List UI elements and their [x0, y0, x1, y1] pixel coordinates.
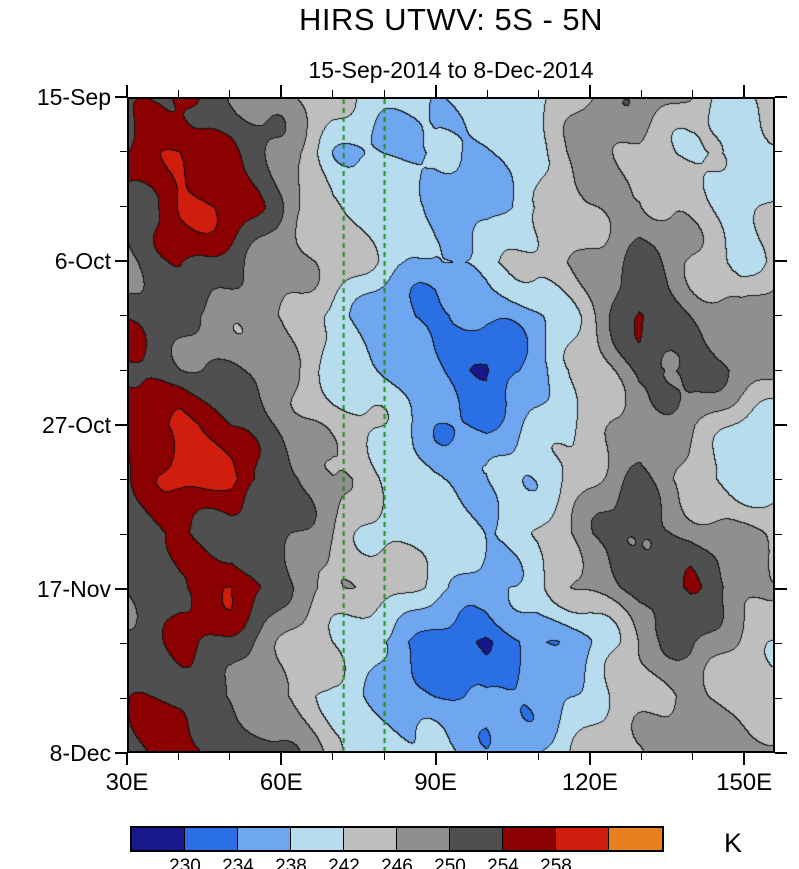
x-axis-tick-label: 60E — [259, 769, 303, 796]
colorbar-tick-label: 246 — [381, 856, 413, 869]
x-tick — [126, 753, 128, 765]
x-tick — [537, 753, 539, 760]
colorbar-tick-label: 238 — [275, 856, 307, 869]
y-tick — [775, 752, 787, 754]
colorbar-tick-label: 234 — [222, 856, 254, 869]
x-tick — [126, 85, 128, 97]
x-tick — [640, 753, 642, 760]
heatmap-canvas — [129, 99, 773, 751]
colorbar-segment — [609, 828, 662, 850]
x-tick — [229, 753, 231, 760]
y-axis-tick-label: 6-Oct — [54, 248, 111, 274]
colorbar-divider — [449, 828, 450, 850]
x-tick — [588, 753, 591, 765]
x-axis-tick-label: 90E — [414, 769, 457, 796]
colorbar-unit-label: K — [724, 828, 743, 858]
colorbar-segment — [556, 828, 609, 850]
x-tick — [383, 753, 385, 760]
y-tick — [115, 752, 127, 754]
y-tick — [115, 260, 127, 262]
y-tick — [120, 369, 127, 371]
y-tick — [120, 315, 127, 317]
colorbar-tick-label: 230 — [169, 856, 201, 869]
colorbar-divider — [396, 828, 397, 850]
colorbar-divider — [608, 828, 609, 850]
colorbar-divider — [184, 828, 185, 850]
x-tick — [177, 753, 179, 760]
colorbar-segment — [291, 828, 344, 850]
x-tick — [434, 753, 437, 765]
y-axis-tick-label: 15-Sep — [36, 84, 111, 110]
x-tick — [692, 753, 694, 760]
colorbar-segment — [450, 828, 503, 850]
y-tick — [120, 205, 127, 207]
x-tick — [537, 90, 539, 97]
y-tick — [775, 533, 782, 535]
x-tick — [280, 85, 283, 97]
y-tick — [115, 424, 127, 426]
y-tick — [775, 151, 782, 153]
y-axis-tick-label: 27-Oct — [41, 412, 111, 438]
y-tick — [775, 479, 782, 481]
colorbar-tick-label: 254 — [487, 856, 519, 869]
x-tick — [332, 753, 334, 760]
colorbar — [130, 826, 664, 852]
y-tick — [775, 369, 782, 371]
colorbar-divider — [502, 828, 503, 850]
colorbar-segment — [132, 828, 185, 850]
y-tick — [775, 315, 782, 317]
plot-area — [127, 97, 775, 753]
x-tick — [332, 90, 334, 97]
y-tick — [120, 533, 127, 535]
x-tick — [743, 753, 746, 765]
page-subtitle: 15-Sep-2014 to 8-Dec-2014 — [308, 57, 594, 83]
page-title: HIRS UTWV: 5S - 5N — [298, 2, 604, 37]
x-tick — [588, 85, 591, 97]
y-tick — [120, 479, 127, 481]
colorbar-divider — [237, 828, 238, 850]
x-tick — [692, 90, 694, 97]
x-tick — [229, 90, 231, 97]
y-tick — [120, 697, 127, 699]
x-tick — [640, 90, 642, 97]
colorbar-divider — [555, 828, 556, 850]
x-axis-tick-label: 30E — [105, 769, 149, 796]
y-tick — [775, 588, 787, 590]
y-axis-tick-label: 17-Nov — [36, 576, 111, 602]
y-tick — [115, 96, 127, 98]
x-tick — [486, 753, 488, 760]
y-axis-tick-label: 8-Dec — [49, 740, 111, 766]
colorbar-segment — [238, 828, 291, 850]
y-tick — [120, 151, 127, 153]
x-axis-tick-label: 120E — [561, 769, 618, 796]
colorbar-tick-label: 258 — [540, 856, 572, 869]
colorbar-segment — [185, 828, 238, 850]
y-tick — [115, 588, 127, 590]
colorbar-tick-label: 250 — [434, 856, 466, 869]
x-tick — [486, 90, 488, 97]
x-tick — [177, 90, 179, 97]
colorbar-segment — [503, 828, 556, 850]
colorbar-divider — [290, 828, 291, 850]
x-axis-tick-label: 150E — [716, 769, 773, 796]
x-tick — [383, 90, 385, 97]
x-tick — [434, 85, 437, 97]
colorbar-segment — [397, 828, 450, 850]
y-tick — [120, 643, 127, 645]
x-tick — [743, 85, 746, 97]
y-tick — [775, 424, 787, 426]
y-tick — [775, 96, 787, 98]
colorbar-tick-label: 242 — [328, 856, 360, 869]
colorbar-segment — [344, 828, 397, 850]
y-tick — [775, 697, 782, 699]
y-tick — [775, 205, 782, 207]
colorbar-divider — [343, 828, 344, 850]
y-tick — [775, 260, 787, 262]
x-tick — [280, 753, 283, 765]
y-tick — [775, 643, 782, 645]
